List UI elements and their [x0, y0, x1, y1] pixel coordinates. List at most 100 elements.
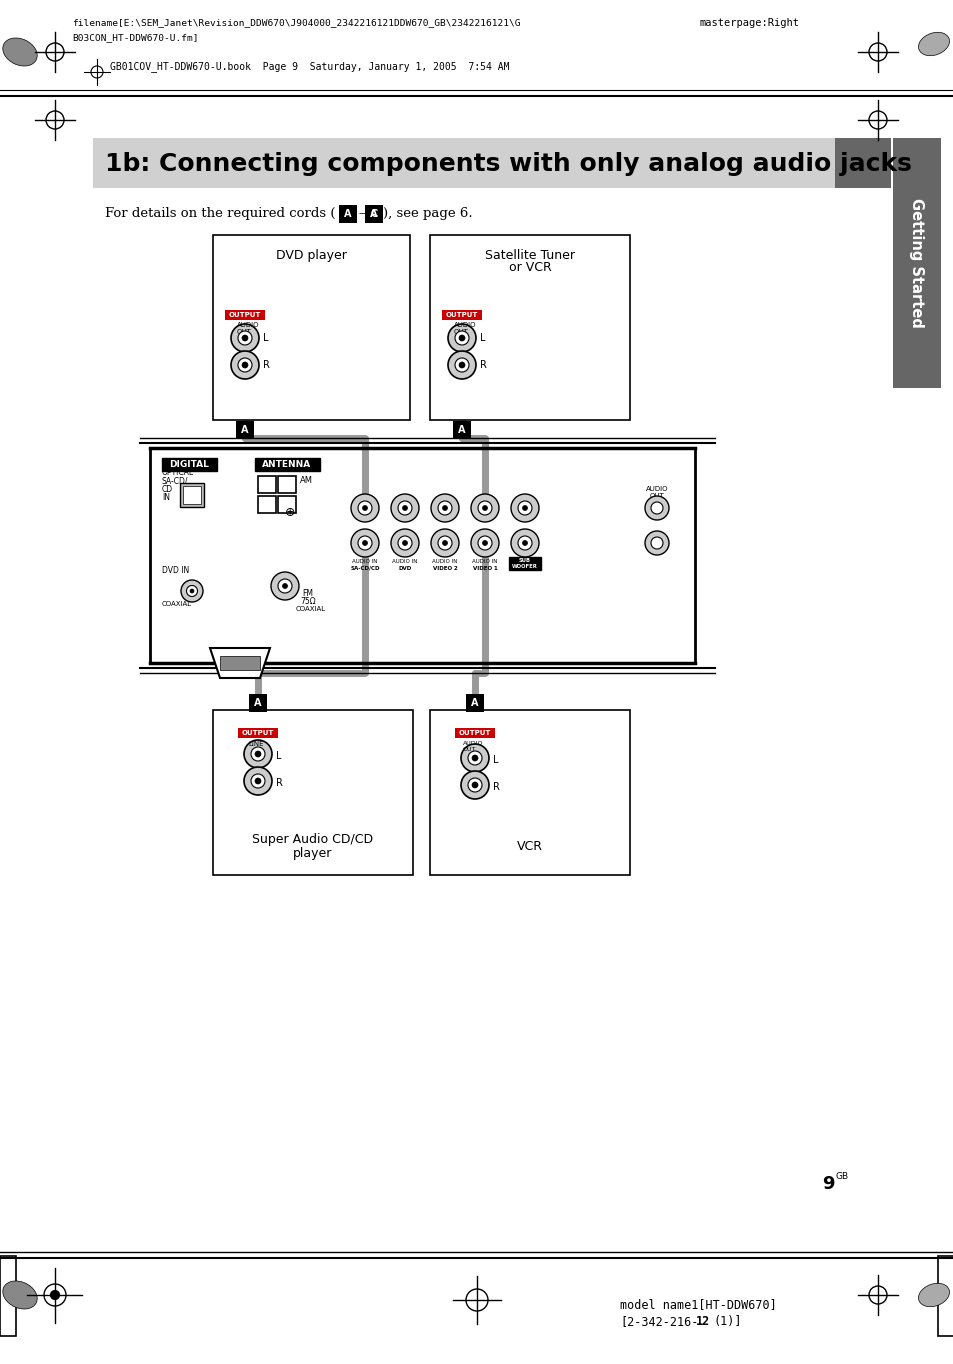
Text: OUTPUT: OUTPUT: [241, 730, 274, 737]
Bar: [237, 728, 277, 738]
Bar: [235, 421, 253, 439]
Circle shape: [522, 506, 527, 510]
Text: COAXIAL: COAXIAL: [162, 602, 192, 607]
Circle shape: [51, 1290, 59, 1300]
Circle shape: [644, 531, 668, 555]
Bar: [213, 711, 413, 874]
Bar: [834, 138, 890, 188]
Circle shape: [482, 540, 487, 546]
Text: AUDIO
OUT: AUDIO OUT: [454, 322, 476, 336]
Text: or VCR: or VCR: [508, 261, 551, 274]
Circle shape: [277, 578, 292, 593]
Text: IN: IN: [162, 492, 170, 502]
Circle shape: [458, 361, 464, 368]
Circle shape: [650, 537, 662, 548]
Text: [2-342-216-: [2-342-216-: [619, 1315, 698, 1329]
Circle shape: [391, 529, 418, 557]
Bar: [338, 205, 356, 222]
Bar: [365, 205, 382, 222]
Circle shape: [351, 529, 378, 557]
Circle shape: [231, 325, 258, 352]
Text: A: A: [457, 426, 465, 435]
Circle shape: [397, 501, 412, 516]
Text: masterpage:Right: masterpage:Right: [700, 18, 800, 29]
Bar: [257, 476, 275, 492]
Text: A: A: [471, 698, 478, 708]
Bar: [180, 483, 204, 507]
Ellipse shape: [3, 1281, 37, 1309]
Text: VCR: VCR: [517, 840, 542, 852]
Circle shape: [186, 585, 197, 596]
Text: AUDIO IN: AUDIO IN: [472, 559, 497, 563]
Bar: [892, 138, 940, 387]
Text: SA-CD/: SA-CD/: [162, 477, 189, 486]
Text: B03CON_HT-DDW670-U.fm]: B03CON_HT-DDW670-U.fm]: [71, 33, 198, 42]
Text: Getting Started: Getting Started: [908, 198, 923, 327]
Circle shape: [442, 506, 447, 510]
Bar: [277, 496, 295, 513]
Circle shape: [460, 743, 489, 772]
Text: DVD IN: DVD IN: [162, 566, 189, 576]
Bar: [150, 447, 695, 663]
Bar: [249, 694, 267, 712]
Ellipse shape: [918, 33, 948, 56]
Text: A: A: [344, 209, 352, 220]
Text: AM: AM: [299, 476, 313, 486]
Circle shape: [471, 494, 498, 522]
Text: C: C: [370, 209, 377, 220]
Text: ), see page 6.: ), see page 6.: [382, 207, 472, 220]
Text: filename[E:\SEM_Janet\Revision_DDW670\J904000_2342216121DDW670_GB\2342216121\G: filename[E:\SEM_Janet\Revision_DDW670\J9…: [71, 18, 520, 27]
Bar: [257, 496, 275, 513]
Circle shape: [455, 357, 469, 372]
Circle shape: [468, 752, 481, 765]
Text: L: L: [263, 333, 268, 342]
Text: L: L: [493, 756, 498, 765]
Circle shape: [254, 752, 261, 757]
Bar: [453, 421, 471, 439]
Circle shape: [437, 536, 452, 550]
Polygon shape: [210, 648, 270, 678]
Text: GB: GB: [835, 1172, 848, 1181]
Circle shape: [472, 756, 477, 761]
Circle shape: [477, 536, 492, 550]
Text: 9: 9: [821, 1174, 834, 1194]
Circle shape: [362, 540, 367, 546]
Text: AUDIO IN: AUDIO IN: [352, 559, 377, 563]
Text: VIDEO 2: VIDEO 2: [432, 566, 456, 572]
Circle shape: [437, 501, 452, 516]
Circle shape: [357, 501, 372, 516]
Text: WOOFER: WOOFER: [511, 566, 538, 572]
Text: player: player: [293, 847, 333, 859]
Text: DVD player: DVD player: [275, 250, 347, 262]
Circle shape: [517, 536, 532, 550]
Text: A: A: [370, 209, 377, 220]
Text: AUDIO
OUT: AUDIO OUT: [645, 486, 667, 499]
Text: AUDIO
OUT: AUDIO OUT: [462, 741, 483, 752]
Text: Satellite Tuner: Satellite Tuner: [484, 250, 575, 262]
Circle shape: [455, 331, 469, 345]
Text: DIGITAL: DIGITAL: [169, 460, 209, 469]
Circle shape: [190, 589, 193, 593]
Text: LINE: LINE: [248, 741, 263, 747]
Circle shape: [402, 506, 407, 510]
Circle shape: [650, 502, 662, 514]
Text: AUDIO IN: AUDIO IN: [432, 559, 457, 563]
Circle shape: [251, 747, 265, 761]
Text: CD: CD: [162, 486, 172, 494]
Text: VIDEO 1: VIDEO 1: [472, 566, 497, 572]
Circle shape: [431, 529, 458, 557]
Text: OPTICAL: OPTICAL: [162, 468, 193, 477]
Bar: [220, 656, 260, 670]
Circle shape: [517, 501, 532, 516]
Bar: [430, 235, 629, 420]
Text: OUTPUT: OUTPUT: [458, 730, 491, 737]
Bar: [254, 458, 319, 471]
Text: A: A: [254, 698, 261, 708]
Bar: [225, 310, 265, 321]
Circle shape: [391, 494, 418, 522]
Circle shape: [271, 572, 298, 600]
Circle shape: [482, 506, 487, 510]
Text: SA-CD/CD: SA-CD/CD: [350, 566, 379, 572]
Circle shape: [511, 494, 538, 522]
Circle shape: [351, 494, 378, 522]
